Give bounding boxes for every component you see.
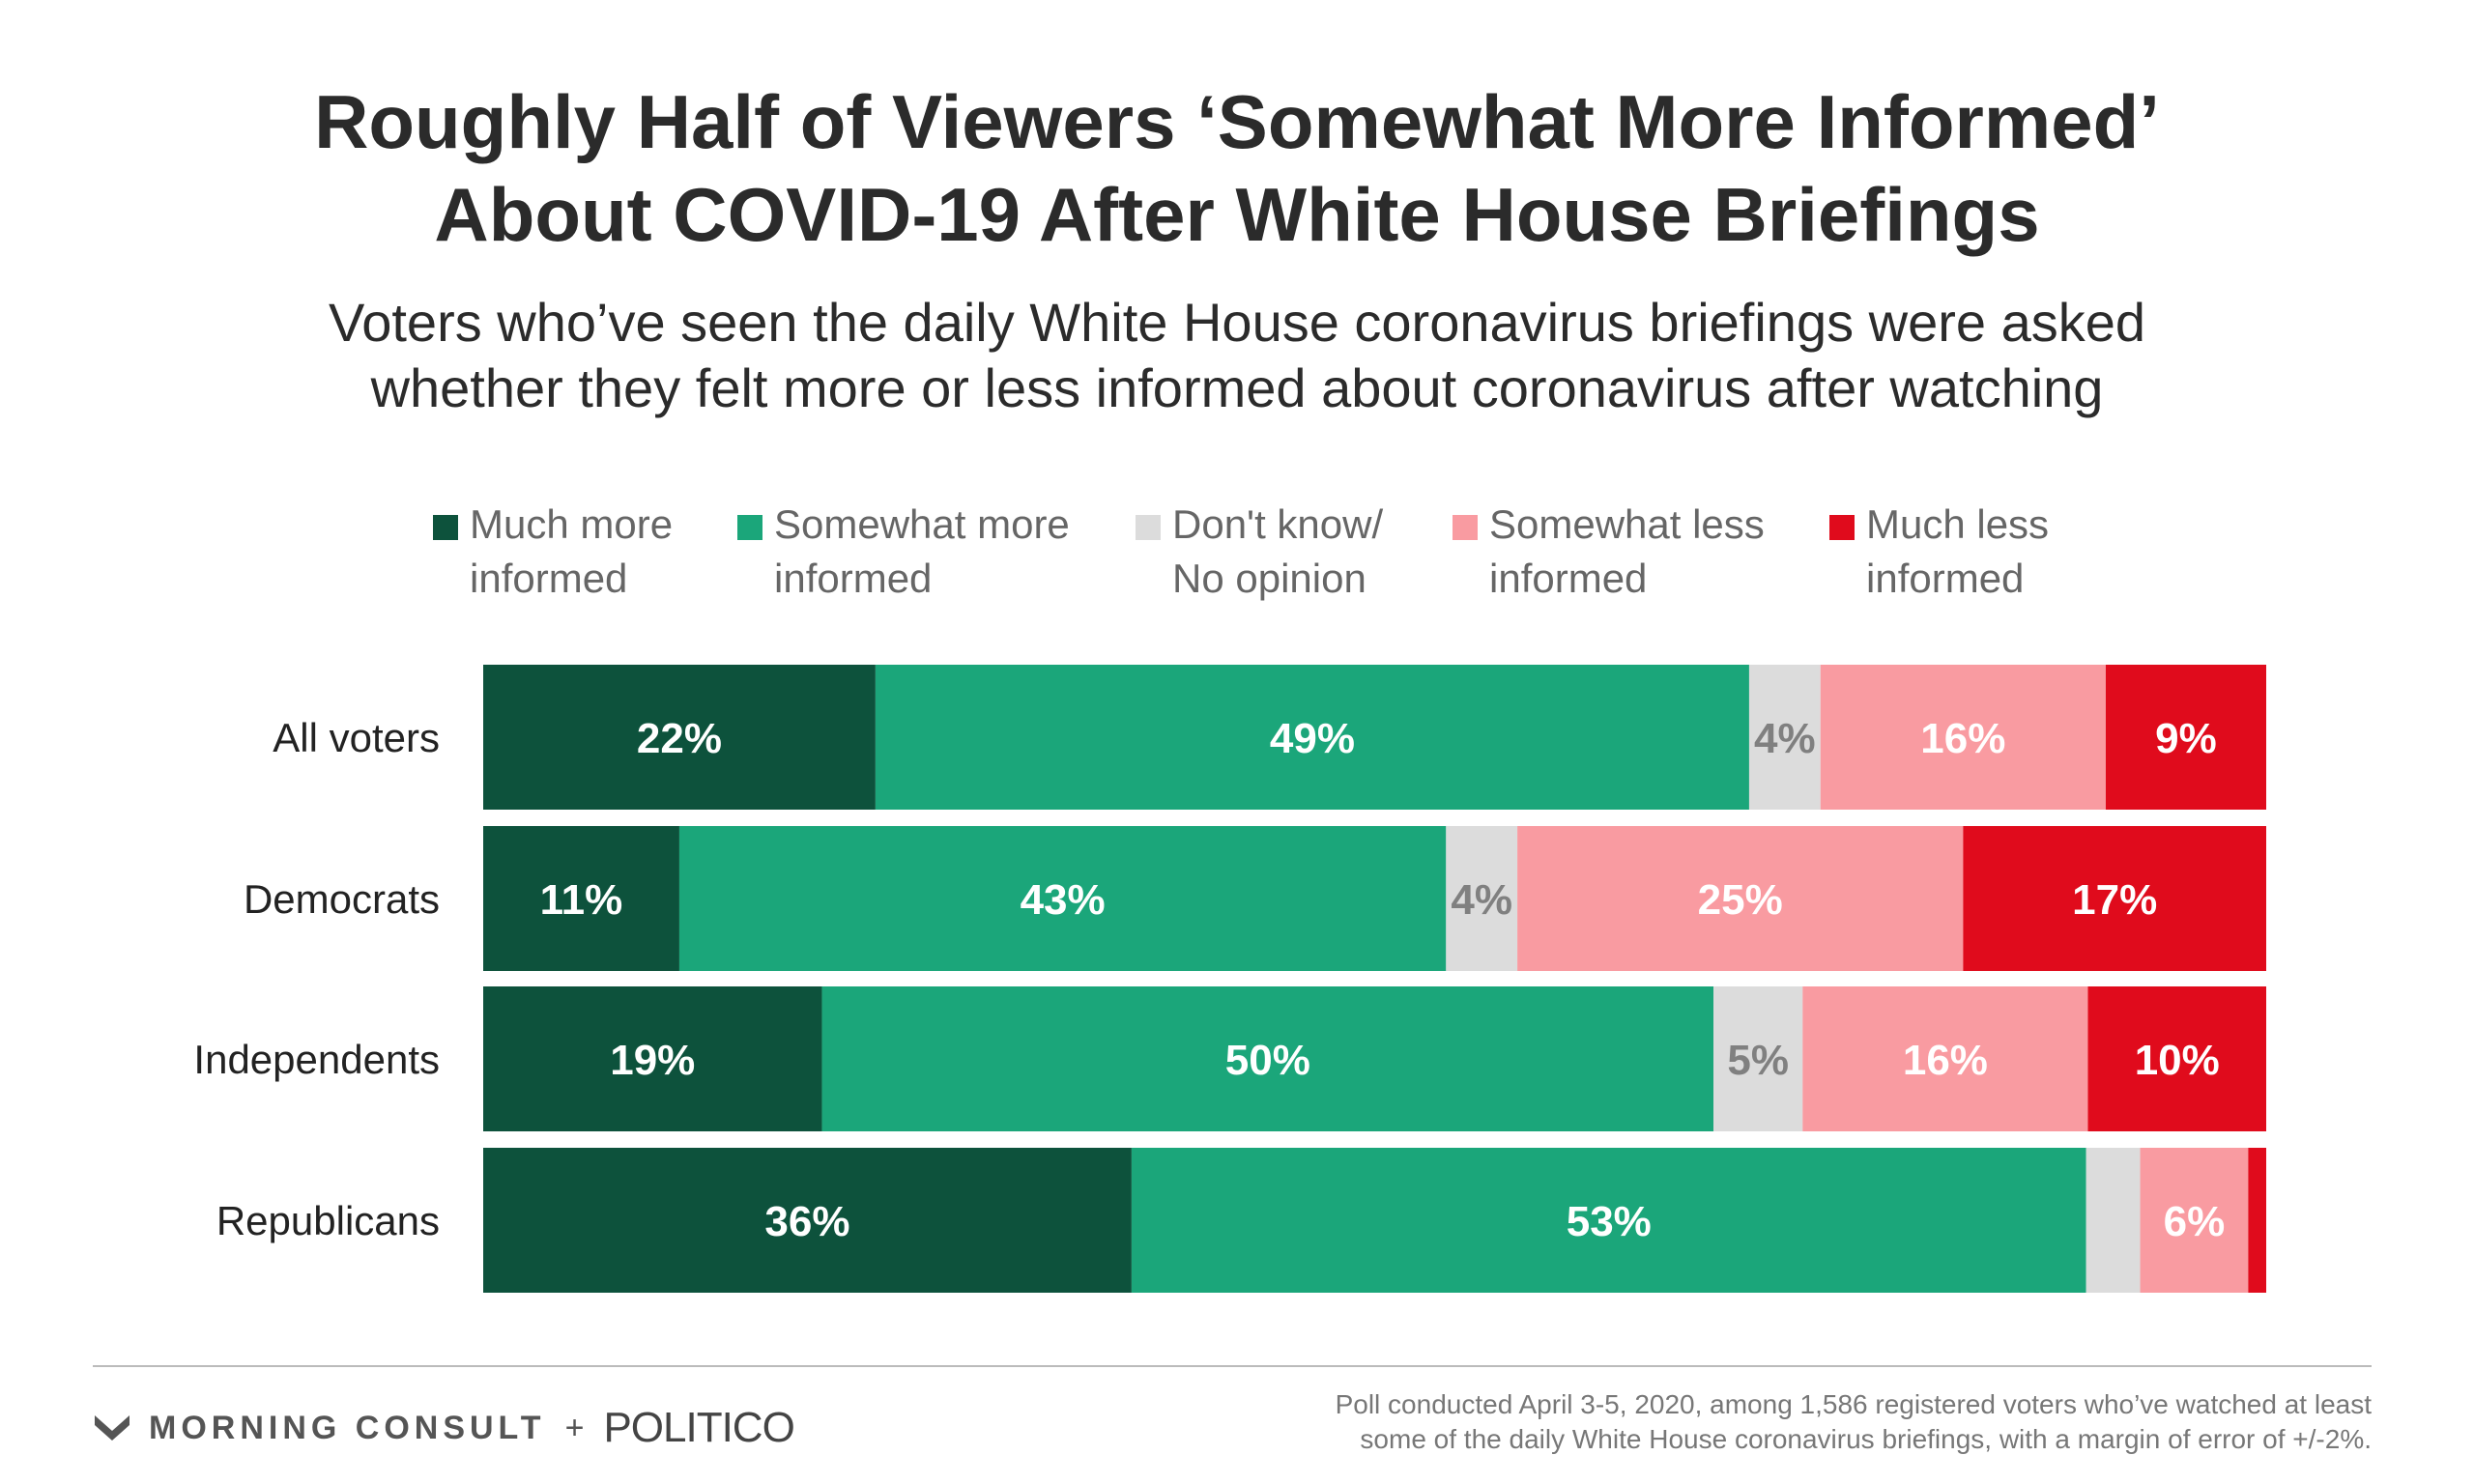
legend-label-much-less-line-2: informed <box>1866 556 2025 601</box>
legend-label-somewhat-less-line-1: Somewhat less <box>1489 501 1765 547</box>
legend-label-dont-know: Don't know/ No opinion <box>1172 498 1383 606</box>
source-note: Poll conducted April 3-5, 2020, among 1,… <box>1115 1387 2372 1457</box>
value-label-independents-don-t-know-no-opinion: 5% <box>1727 1037 1789 1084</box>
brand-politico: POLITICO <box>603 1404 794 1451</box>
chart-legend: Much more informed Somewhat more informe… <box>433 498 2076 614</box>
chart-subtitle-line-2: whether they felt more or less informed … <box>370 357 2104 418</box>
chart-title-line-1: Roughly Half of Viewers ‘Somewhat More I… <box>314 79 2160 164</box>
chart-title-line-2: About COVID-19 After White House Briefin… <box>434 172 2040 257</box>
value-label-independents-somewhat-less-informed: 16% <box>1903 1037 1988 1084</box>
value-label-republicans-somewhat-less-informed: 6% <box>2164 1198 2226 1245</box>
value-label-all-voters-much-less-informed: 9% <box>2155 715 2217 762</box>
value-label-all-voters-much-more-informed: 22% <box>637 715 722 762</box>
value-label-republicans-somewhat-more-informed: 53% <box>1567 1198 1652 1245</box>
legend-label-much-more-line-2: informed <box>470 556 628 601</box>
legend-label-somewhat-less: Somewhat less informed <box>1489 498 1765 606</box>
legend-label-dont-know-line-1: Don't know/ <box>1172 501 1384 547</box>
bar-republicans-somewhat-more-informed <box>1131 1148 2086 1293</box>
legend-label-somewhat-more-line-1: Somewhat more <box>774 501 1070 547</box>
bar-all-voters-much-less-informed <box>2105 665 2266 810</box>
category-label-all-voters: All voters <box>273 715 440 760</box>
legend-swatch-much-more <box>433 515 458 540</box>
chart-subtitle-line-1: Voters who’ve seen the daily White House… <box>328 292 2146 353</box>
legend-label-much-less: Much less informed <box>1866 498 2049 606</box>
legend-swatch-dont-know <box>1136 515 1161 540</box>
bar-independents-somewhat-less-informed <box>1802 986 2088 1131</box>
legend-label-much-less-line-1: Much less <box>1866 501 2050 547</box>
value-label-all-voters-somewhat-less-informed: 16% <box>1920 715 2005 762</box>
source-note-line-1: Poll conducted April 3-5, 2020, among 1,… <box>1335 1389 2372 1419</box>
footer-brand: MORNING CONSULT + POLITICO <box>93 1399 795 1457</box>
bar-all-voters-somewhat-more-informed <box>875 665 1749 810</box>
value-label-democrats-somewhat-less-informed: 25% <box>1698 876 1783 924</box>
legend-swatch-somewhat-less <box>1453 515 1478 540</box>
legend-label-somewhat-more: Somewhat more informed <box>774 498 1070 606</box>
bar-republicans-much-more-informed <box>483 1148 1132 1293</box>
bar-republicans-don-t-know-no-opinion <box>2086 1148 2141 1293</box>
value-label-republicans-much-more-informed: 36% <box>764 1198 849 1245</box>
legend-label-somewhat-less-line-2: informed <box>1489 556 1648 601</box>
brand-morning-consult: MORNING CONSULT <box>149 1409 546 1446</box>
value-label-democrats-somewhat-more-informed: 43% <box>1021 876 1106 924</box>
category-label-democrats: Democrats <box>244 876 440 922</box>
bar-independents-somewhat-more-informed <box>821 986 1714 1131</box>
chart-title: Roughly Half of Viewers ‘Somewhat More I… <box>0 75 2474 261</box>
legend-label-somewhat-more-line-2: informed <box>774 556 933 601</box>
bar-democrats-don-t-know-no-opinion <box>1446 826 1518 971</box>
value-label-democrats-much-more-informed: 11% <box>540 876 623 924</box>
value-label-democrats-don-t-know-no-opinion: 4% <box>1451 876 1512 924</box>
bar-republicans-much-less-informed <box>2248 1148 2266 1293</box>
bar-republicans-somewhat-less-informed <box>2140 1148 2249 1293</box>
value-label-all-voters-somewhat-more-informed: 49% <box>1270 715 1355 762</box>
stacked-bar-chart: All voters 22% 49% 4% 16% 9% Democrats 11% 43% 4%… <box>193 665 2266 1293</box>
footer-divider <box>93 1365 2372 1367</box>
bar-all-voters-don-t-know-no-opinion <box>1748 665 1821 810</box>
legend-swatch-much-less <box>1829 515 1855 540</box>
brand-plus: + <box>564 1409 585 1446</box>
legend-label-much-more-line-1: Much more <box>470 501 674 547</box>
chart-subtitle: Voters who’ve seen the daily White House… <box>0 290 2474 421</box>
bar-democrats-somewhat-less-informed <box>1517 826 1964 971</box>
value-label-democrats-much-less-informed: 17% <box>2072 876 2157 924</box>
morning-consult-logo-icon <box>95 1415 129 1441</box>
value-label-independents-somewhat-more-informed: 50% <box>1225 1037 1310 1084</box>
legend-label-much-more: Much more informed <box>470 498 673 606</box>
bar-democrats-much-more-informed <box>483 826 679 971</box>
bar-independents-much-less-informed <box>2087 986 2266 1131</box>
bar-independents-much-more-informed <box>483 986 822 1131</box>
value-label-independents-much-more-informed: 19% <box>610 1037 695 1084</box>
bar-all-voters-much-more-informed <box>483 665 876 810</box>
bar-democrats-somewhat-more-informed <box>678 826 1447 971</box>
category-label-independents: Independents <box>193 1037 440 1082</box>
value-label-independents-much-less-informed: 10% <box>2135 1037 2220 1084</box>
legend-label-dont-know-line-2: No opinion <box>1172 556 1366 601</box>
category-label-republicans: Republicans <box>216 1198 440 1243</box>
value-label-all-voters-don-t-know-no-opinion: 4% <box>1754 715 1816 762</box>
bar-independents-don-t-know-no-opinion <box>1713 986 1803 1131</box>
source-note-line-2: some of the daily White House coronaviru… <box>1360 1424 2372 1454</box>
legend-swatch-somewhat-more <box>737 515 762 540</box>
bar-democrats-much-less-informed <box>1963 826 2266 971</box>
bar-all-voters-somewhat-less-informed <box>1820 665 2106 810</box>
